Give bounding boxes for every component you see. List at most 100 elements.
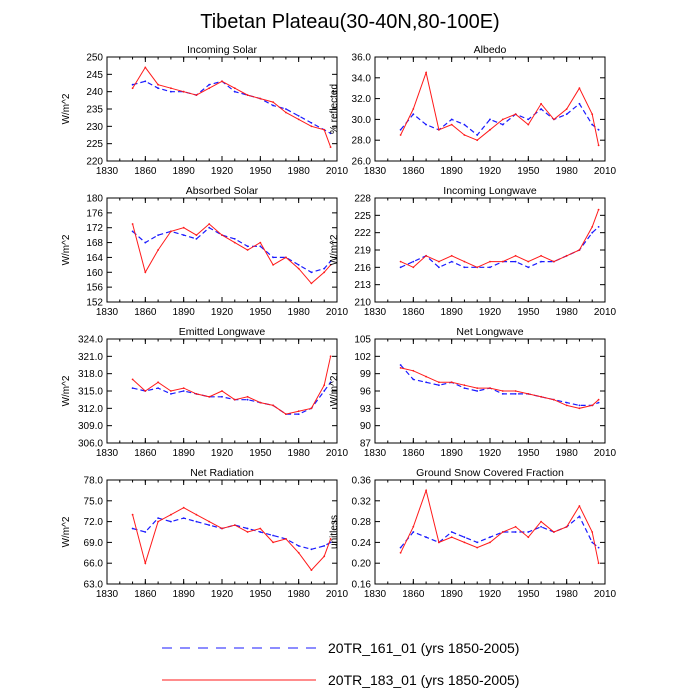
data-point [297,410,300,413]
series-183-line [400,209,600,268]
legend-label: 20TR_183_01 (yrs 1850-2005) [328,672,519,688]
data-point [297,545,300,547]
x-tick-label: 1830 [364,448,387,459]
y-tick-label: 315.0 [78,387,103,398]
data-point [412,369,415,372]
data-point [221,395,223,398]
y-tick-label: 180 [86,194,103,205]
plot-frame [106,479,338,585]
data-point [450,118,453,121]
data-point [597,546,600,549]
series-161-line [400,102,599,136]
data-point [425,71,427,74]
x-tick-label: 1890 [173,589,196,600]
y-tick-label: 164 [86,253,103,264]
data-point [412,525,415,528]
data-point [450,254,453,257]
data-point [157,249,160,251]
series-161-line [132,80,331,134]
data-point [591,404,594,407]
data-point [476,134,479,136]
data-point [297,413,300,415]
data-point [208,83,211,86]
x-tick-label: 2010 [326,166,349,177]
y-tick-label: 160 [86,268,103,279]
panel-absorbed-solar: Absorbed Solar W/m^2 1830 1860 1890 1920 1950 1… [61,185,349,318]
data-point [578,249,581,251]
data-point [144,271,147,274]
panel-net-radiation: Net Radiation W/m^2 1830 1860 1890 1920 1950 19… [61,467,349,600]
y-axis-label: % reflected [329,84,340,134]
data-point [157,381,160,384]
data-point [310,407,313,410]
y-tick-label: 240 [86,87,103,98]
data-point [329,381,332,384]
x-tick-label: 1860 [134,448,157,459]
data-point [170,390,172,392]
data-point [157,234,160,237]
data-point [438,541,440,544]
data-point [285,413,287,415]
data-point [144,390,147,392]
data-point [540,525,542,528]
series-183-line [132,223,331,285]
data-point [182,387,185,389]
data-point [597,401,600,404]
series-161-line [132,517,331,550]
data-point [597,128,600,131]
x-tick-label: 1830 [364,166,387,177]
data-point [514,254,517,257]
data-point [131,378,134,381]
panel-ground-snow-covered-fraction: Ground Snow Covered Fraction unitless 1830… [329,467,617,600]
data-point [329,146,332,149]
data-point [591,123,594,126]
data-point [463,266,466,269]
plot-frame [106,56,338,162]
y-tick-label: 225 [86,139,103,150]
data-point [233,241,236,244]
data-point [597,144,600,147]
data-point [272,534,274,537]
data-point [246,249,249,251]
data-point [170,230,172,233]
data-point [578,407,581,410]
data-point [438,128,440,131]
data-point [208,395,211,398]
panel-title: Net Radiation [190,467,254,479]
panel-incoming-solar: Incoming Solar W/m^2 1830 1860 1890 1920 1950 1… [61,44,349,177]
data-point [399,546,402,549]
data-point [157,387,160,389]
y-tick-label: 321.0 [78,352,103,363]
plot-frame [374,338,606,444]
data-point [412,260,415,263]
x-tick-label: 1980 [288,448,311,459]
y-tick-label: 28.0 [352,136,372,147]
y-tick-label: 235 [86,105,103,116]
data-point [527,118,530,121]
y-axis-label: W/m^2 [61,516,72,547]
data-point [527,531,530,533]
y-tick-label: 78.0 [84,476,104,487]
data-point [553,531,555,533]
y-tick-label: 87 [360,439,372,450]
y-tick-label: 0.32 [352,496,372,507]
y-tick-label: 222 [354,228,371,239]
panel-incoming-longwave: Incoming Longwave W/m^2 1830 1860 1890 1920 19… [329,185,617,318]
x-tick-label: 1830 [96,166,119,177]
series-183-line [132,66,332,148]
data-point [182,234,185,237]
x-tick-label: 1950 [249,589,272,600]
data-point [208,226,211,229]
data-point [476,387,479,389]
x-tick-label: 1950 [517,307,540,318]
data-point [329,355,332,358]
data-point [310,548,313,551]
x-tick-label: 2010 [594,448,617,459]
data-point [208,524,211,526]
x-tick-label: 1860 [402,448,425,459]
data-point [259,97,262,100]
x-tick-label: 1920 [211,589,234,600]
data-point [259,401,262,404]
data-point [157,520,160,523]
data-point [221,527,223,530]
